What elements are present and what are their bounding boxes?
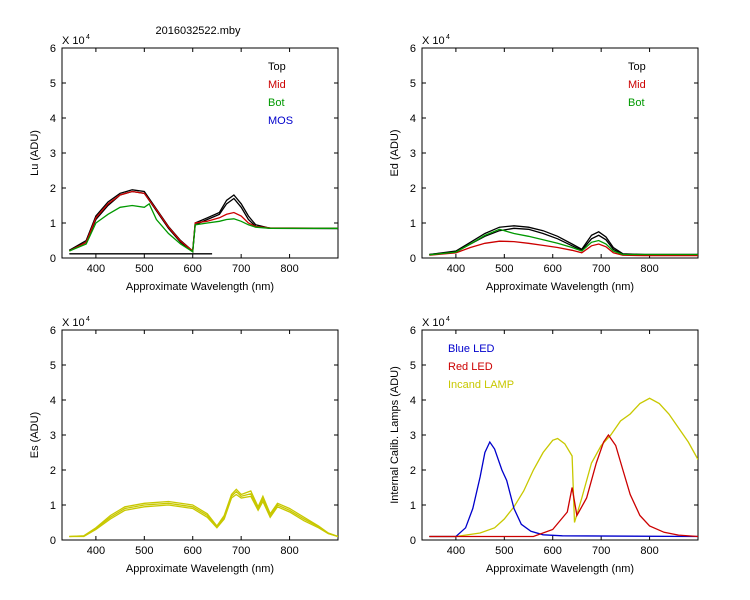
series-line-es-2 xyxy=(69,493,338,538)
legend-entry-bot: Bot xyxy=(628,97,645,109)
series-line-bot xyxy=(69,202,338,253)
y-tick-label: 1 xyxy=(50,218,56,230)
y-tick-label: 4 xyxy=(50,113,56,125)
legend-entry-top: Top xyxy=(268,61,286,73)
x-tick-label: 700 xyxy=(592,545,610,557)
y-tick-label: 2 xyxy=(410,183,416,195)
plot-frame xyxy=(421,47,699,259)
series-line-top-2 xyxy=(429,227,698,256)
x-tick-label: 600 xyxy=(544,263,562,275)
legend-entry-blue-led: Blue LED xyxy=(448,343,495,355)
y-tick-label: 4 xyxy=(410,395,416,407)
x-tick-label: 600 xyxy=(184,263,202,275)
x-tick-label: 700 xyxy=(232,263,250,275)
y-tick-label: 0 xyxy=(410,253,416,265)
y-tick-label: 6 xyxy=(410,325,416,337)
y-tick-label: 3 xyxy=(50,430,56,442)
y-multiplier: X 10 xyxy=(422,35,445,47)
series-line-es-1 xyxy=(69,488,338,538)
x-tick-label: 400 xyxy=(87,545,105,557)
x-tick-label: 600 xyxy=(544,545,562,557)
legend-entry-mid: Mid xyxy=(268,79,286,91)
x-tick-label: 800 xyxy=(640,545,658,557)
legend-entry-mos: MOS xyxy=(268,115,293,127)
x-axis-label: Approximate Wavelength (nm) xyxy=(126,563,274,575)
x-tick-label: 800 xyxy=(640,263,658,275)
y-exponent: 4 xyxy=(86,34,90,41)
x-axis-label: Approximate Wavelength (nm) xyxy=(486,563,634,575)
x-axis-label: Approximate Wavelength (nm) xyxy=(486,281,634,293)
y-tick-label: 0 xyxy=(410,535,416,547)
x-tick-label: 500 xyxy=(495,545,513,557)
x-tick-label: 400 xyxy=(447,263,465,275)
series-line-blue-led xyxy=(429,440,698,538)
series-line-es-3 xyxy=(69,490,338,538)
x-axis-label: Approximate Wavelength (nm) xyxy=(126,281,274,293)
y-multiplier: X 10 xyxy=(62,317,85,329)
x-tick-label: 400 xyxy=(87,263,105,275)
y-tick-label: 6 xyxy=(50,43,56,55)
y-tick-label: 5 xyxy=(50,360,56,372)
legend-entry-red-led: Red LED xyxy=(448,361,493,373)
x-tick-label: 500 xyxy=(495,263,513,275)
y-tick-label: 3 xyxy=(410,148,416,160)
y-tick-label: 2 xyxy=(50,183,56,195)
y-exponent: 4 xyxy=(446,34,450,41)
y-tick-label: 6 xyxy=(410,43,416,55)
y-tick-label: 0 xyxy=(50,253,56,265)
y-tick-label: 0 xyxy=(50,535,56,547)
y-tick-label: 1 xyxy=(50,500,56,512)
y-axis-label: Es (ADU) xyxy=(29,412,41,458)
y-tick-label: 3 xyxy=(410,430,416,442)
y-multiplier: X 10 xyxy=(62,35,85,47)
series-line-mid xyxy=(429,240,698,257)
plot-frame xyxy=(61,329,339,541)
y-tick-label: 2 xyxy=(50,465,56,477)
y-tick-label: 4 xyxy=(50,395,56,407)
legend-entry-incand-lamp: Incand LAMP xyxy=(448,379,514,391)
x-tick-label: 400 xyxy=(447,545,465,557)
y-tick-label: 3 xyxy=(50,148,56,160)
y-tick-label: 5 xyxy=(410,78,416,90)
legend-entry-bot: Bot xyxy=(268,97,285,109)
y-tick-label: 5 xyxy=(50,78,56,90)
y-axis-label: Ed (ADU) xyxy=(389,129,401,176)
series-line-red-led xyxy=(429,433,698,538)
y-exponent: 4 xyxy=(446,316,450,323)
series-line-bot xyxy=(429,228,698,256)
figure-title: 2016032522.mby xyxy=(155,25,241,37)
series-line-top xyxy=(429,225,698,256)
series-line-incand-lamp xyxy=(429,397,698,538)
x-tick-label: 500 xyxy=(135,545,153,557)
legend-entry-mid: Mid xyxy=(628,79,646,91)
y-tick-label: 5 xyxy=(410,360,416,372)
x-tick-label: 800 xyxy=(280,545,298,557)
legend-entry-top: Top xyxy=(628,61,646,73)
x-tick-label: 800 xyxy=(280,263,298,275)
x-tick-label: 700 xyxy=(592,263,610,275)
y-tick-label: 2 xyxy=(410,465,416,477)
x-tick-label: 600 xyxy=(184,545,202,557)
y-axis-label: Lu (ADU) xyxy=(29,130,41,176)
plot-frame xyxy=(61,47,339,259)
x-tick-label: 500 xyxy=(135,263,153,275)
y-tick-label: 1 xyxy=(410,500,416,512)
x-tick-label: 700 xyxy=(232,545,250,557)
y-tick-label: 1 xyxy=(410,218,416,230)
y-multiplier: X 10 xyxy=(422,317,445,329)
y-tick-label: 4 xyxy=(410,113,416,125)
y-tick-label: 6 xyxy=(50,325,56,337)
y-axis-label: Internal Calib. Lamps (ADU) xyxy=(389,366,401,504)
y-exponent: 4 xyxy=(86,316,90,323)
